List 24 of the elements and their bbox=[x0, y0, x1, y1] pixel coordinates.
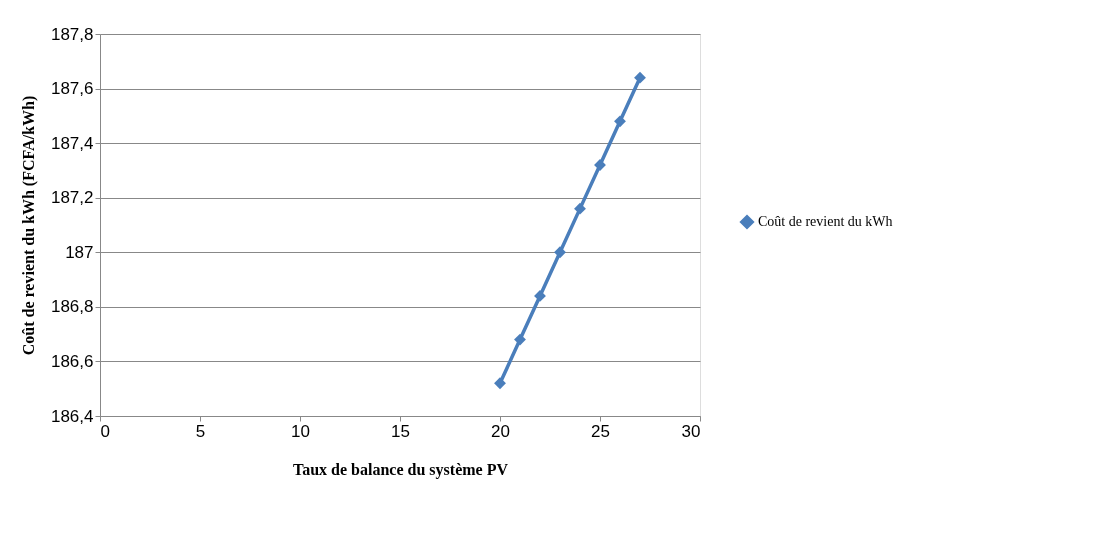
point bbox=[634, 71, 646, 84]
x-tick-label: 15 bbox=[391, 421, 410, 441]
point bbox=[574, 202, 586, 215]
x-axis-title: Taux de balance du système PV bbox=[293, 460, 509, 479]
x-tick-label: 25 bbox=[591, 421, 610, 441]
y-tick-label: 186,6 bbox=[50, 351, 94, 371]
point bbox=[514, 333, 526, 346]
x-tick-label: 0 bbox=[100, 421, 110, 441]
x-tick-label: 30 bbox=[681, 421, 701, 441]
y-tick-label: 187,2 bbox=[50, 188, 94, 208]
y-tick-label: 187,8 bbox=[50, 24, 94, 44]
y-tick-label: 186,4 bbox=[50, 406, 94, 426]
x-tick-label: 5 bbox=[195, 421, 206, 441]
y-tick-label: 186,8 bbox=[50, 297, 94, 317]
legend-label: Coût de revient du kWh bbox=[758, 214, 893, 229]
point bbox=[494, 377, 506, 390]
point bbox=[554, 246, 566, 259]
x-tick-label: 10 bbox=[291, 421, 310, 441]
point bbox=[614, 115, 626, 128]
y-tick-label: 187,4 bbox=[50, 133, 94, 153]
y-axis-title: Coût de revient du kWh (FCFA/kWh) bbox=[19, 95, 38, 356]
y-tick-label: 187 bbox=[65, 242, 94, 262]
x-tick-label: 20 bbox=[491, 421, 510, 441]
y-tick-label: 187,6 bbox=[50, 79, 94, 99]
